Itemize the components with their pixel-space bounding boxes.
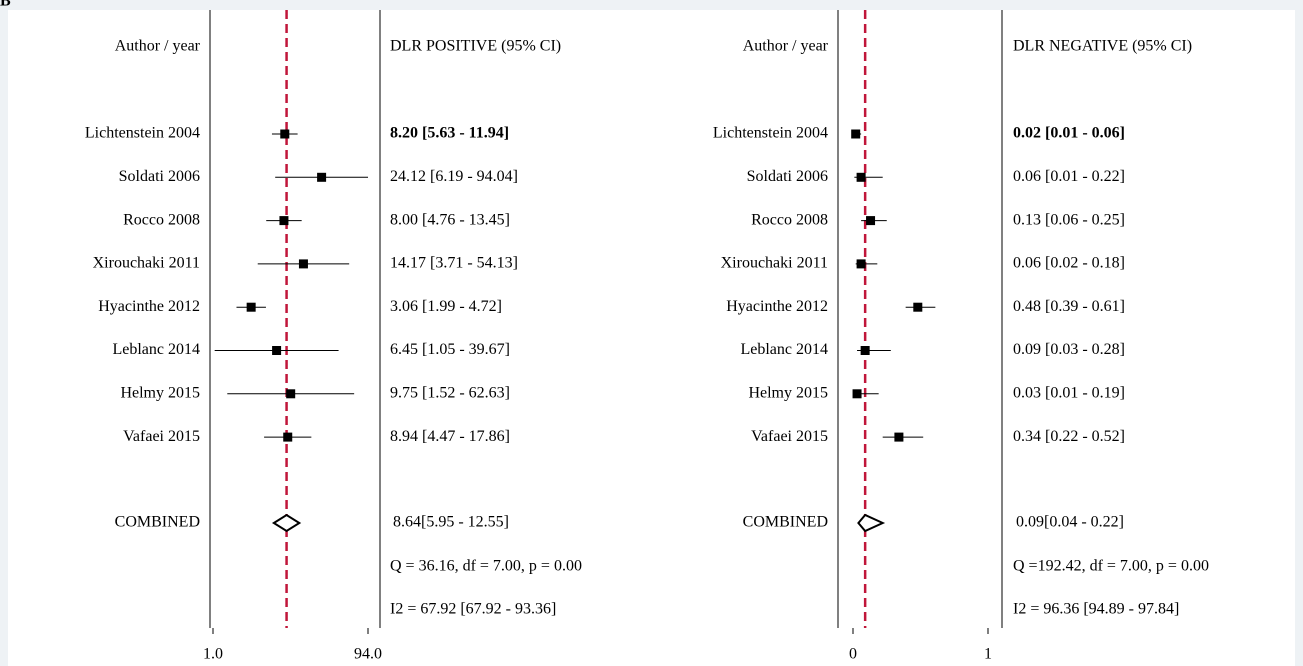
study-label: Leblanc 2014 <box>740 341 828 358</box>
study-label: Soldati 2006 <box>119 168 200 185</box>
study-label: Helmy 2015 <box>120 384 200 401</box>
estimate-label: 0.06 [0.01 - 0.22] <box>1013 168 1125 185</box>
column-header: Author / year <box>743 38 829 55</box>
estimate-marker <box>317 172 327 182</box>
study-label: Lichtenstein 2004 <box>85 125 200 142</box>
study-label: Xirouchaki 2011 <box>721 255 828 272</box>
estimate-label: 8.00 [4.76 - 13.45] <box>390 211 510 228</box>
estimate-marker <box>279 216 289 226</box>
study-label: Vafaei 2015 <box>751 428 828 445</box>
estimate-label: 0.02 [0.01 - 0.06] <box>1013 125 1125 142</box>
panel-label: B <box>0 0 11 10</box>
estimate-label: 14.17 [3.71 - 54.13] <box>390 255 518 272</box>
study-label: Helmy 2015 <box>748 384 828 401</box>
estimate-label: 0.03 [0.01 - 0.19] <box>1013 384 1125 401</box>
study-label: Rocco 2008 <box>751 211 828 228</box>
study-label: Lichtenstein 2004 <box>713 125 828 142</box>
estimate-marker <box>856 172 866 182</box>
x-tick-label: 1 <box>984 646 992 663</box>
study-label: Hyacinthe 2012 <box>98 298 200 315</box>
study-label: Hyacinthe 2012 <box>726 298 828 315</box>
study-label: Soldati 2006 <box>747 168 828 185</box>
estimate-marker <box>894 432 904 442</box>
heterogeneity-stat: I2 = 96.36 [94.89 - 97.84] <box>1013 601 1179 618</box>
combined-value-label: 8.64[5.95 - 12.55] <box>393 514 509 531</box>
combined-label: COMBINED <box>743 514 828 531</box>
estimate-marker <box>286 389 296 399</box>
estimate-marker <box>860 346 870 355</box>
estimate-label: 0.48 [0.39 - 0.61] <box>1013 298 1125 315</box>
estimate-marker <box>851 129 861 139</box>
estimate-label: 0.09 [0.03 - 0.28] <box>1013 341 1125 358</box>
study-label: Rocco 2008 <box>123 211 200 228</box>
estimate-label: 0.34 [0.22 - 0.52] <box>1013 428 1125 445</box>
estimate-label: 8.20 [5.63 - 11.94] <box>390 125 509 142</box>
combined-label: COMBINED <box>115 514 200 531</box>
column-header: DLR POSITIVE (95% CI) <box>390 38 561 55</box>
estimate-marker <box>866 216 876 226</box>
heterogeneity-stat: Q =192.42, df = 7.00, p = 0.00 <box>1013 558 1209 575</box>
estimate-label: 8.94 [4.47 - 17.86] <box>390 428 510 445</box>
column-header: DLR NEGATIVE (95% CI) <box>1013 38 1192 55</box>
study-label: Vafaei 2015 <box>123 428 200 445</box>
x-tick-label: 1.0 <box>203 646 223 663</box>
estimate-marker <box>272 346 282 355</box>
combined-value-label: 0.09[0.04 - 0.22] <box>1016 514 1124 531</box>
estimate-marker <box>246 302 256 312</box>
estimate-marker <box>913 302 923 312</box>
estimate-marker <box>298 259 308 269</box>
heterogeneity-stat: I2 = 67.92 [67.92 - 93.36] <box>390 601 556 618</box>
estimate-marker <box>283 432 293 442</box>
estimate-label: 0.13 [0.06 - 0.25] <box>1013 211 1125 228</box>
study-label: Xirouchaki 2011 <box>93 255 200 272</box>
estimate-marker <box>852 389 862 399</box>
plot-background <box>8 10 1295 666</box>
column-header: Author / year <box>115 38 201 55</box>
estimate-label: 24.12 [6.19 - 94.04] <box>390 168 518 185</box>
x-tick-label: 94.0 <box>354 646 382 663</box>
estimate-label: 9.75 [1.52 - 62.63] <box>390 384 510 401</box>
combined-diamond <box>857 513 886 533</box>
estimate-label: 0.06 [0.02 - 0.18] <box>1013 255 1125 272</box>
heterogeneity-stat: Q = 36.16, df = 7.00, p = 0.00 <box>390 558 582 575</box>
estimate-label: 6.45 [1.05 - 39.67] <box>390 341 510 358</box>
estimate-label: 3.06 [1.99 - 4.72] <box>390 298 502 315</box>
estimate-marker <box>856 259 866 269</box>
combined-diamond <box>271 513 302 533</box>
x-tick-label: 0 <box>849 646 857 663</box>
estimate-marker <box>280 129 290 139</box>
study-label: Leblanc 2014 <box>112 341 200 358</box>
